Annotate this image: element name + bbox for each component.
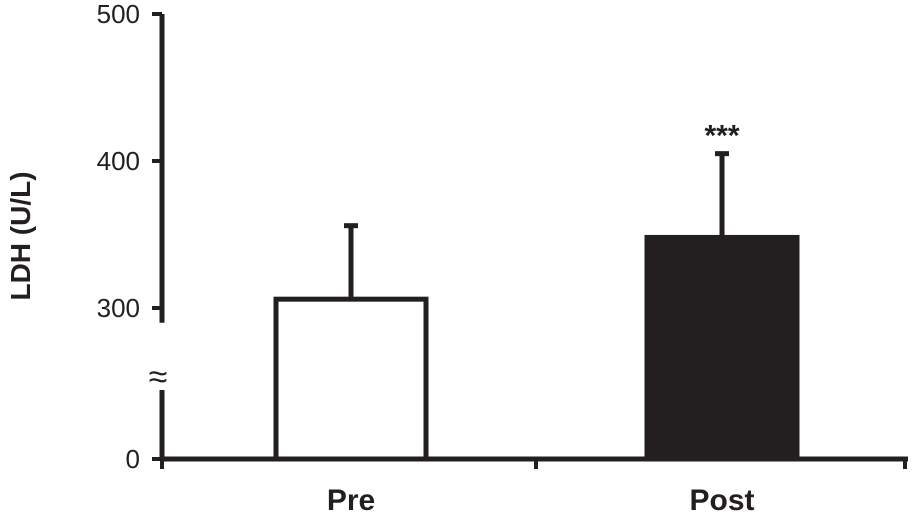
bars (273, 151, 800, 462)
axis-break-symbol: ≈ (149, 358, 168, 396)
y-tick-label: 0 (126, 444, 140, 474)
y-tick-label: 500 (97, 0, 140, 29)
significance-label: *** (704, 120, 739, 153)
labels: 0 300 400 500 Pre *** Post (97, 0, 755, 512)
bar-post (644, 234, 800, 462)
y-tick-label: 300 (97, 293, 140, 323)
x-tick-label-pre: Pre (327, 484, 375, 512)
bar-pre (273, 296, 429, 462)
y-axis-label: LDH (U/L) (5, 171, 36, 300)
x-tick-label-post: Post (689, 484, 754, 512)
y-tick-label: 400 (97, 146, 140, 176)
